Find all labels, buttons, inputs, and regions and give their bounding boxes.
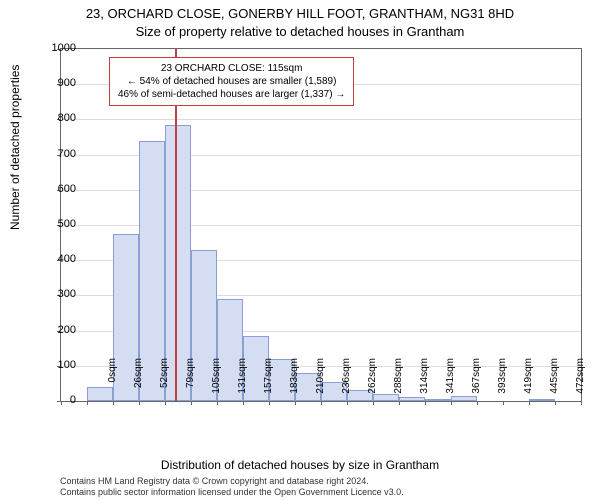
xtick-label: 236sqm — [341, 358, 352, 408]
ytick-label: 300 — [40, 288, 76, 300]
chart-title-sub: Size of property relative to detached ho… — [0, 24, 600, 39]
xtick-label: 183sqm — [289, 358, 300, 408]
annotation-line3: 46% of semi-detached houses are larger (… — [118, 88, 345, 101]
xtick-label: 26sqm — [133, 358, 144, 408]
xtick-label: 419sqm — [523, 358, 534, 408]
xtick-label: 105sqm — [211, 358, 222, 408]
ytick-label: 600 — [40, 183, 76, 195]
ytick-label: 100 — [40, 359, 76, 371]
xtick-label: 393sqm — [497, 358, 508, 408]
gridline-h — [61, 119, 581, 120]
chart-title-main: 23, ORCHARD CLOSE, GONERBY HILL FOOT, GR… — [0, 6, 600, 21]
xtick-label: 445sqm — [549, 358, 560, 408]
ytick-label: 900 — [40, 77, 76, 89]
xtick-label: 288sqm — [393, 358, 404, 408]
xtick-label: 79sqm — [185, 358, 196, 408]
ytick-label: 0 — [40, 394, 76, 406]
attribution-line2: Contains public sector information licen… — [60, 487, 404, 498]
annotation-line2: ← 54% of detached houses are smaller (1,… — [118, 75, 345, 88]
plot-area: 23 ORCHARD CLOSE: 115sqm← 54% of detache… — [60, 48, 582, 402]
ytick-label: 800 — [40, 112, 76, 124]
ytick-label: 200 — [40, 324, 76, 336]
xtick-label: 262sqm — [367, 358, 378, 408]
attribution-text: Contains HM Land Registry data © Crown c… — [60, 476, 404, 498]
xtick-mark — [87, 401, 88, 405]
ytick-label: 500 — [40, 218, 76, 230]
xtick-label: 367sqm — [471, 358, 482, 408]
xtick-label: 0sqm — [107, 358, 118, 408]
annotation-line1: 23 ORCHARD CLOSE: 115sqm — [118, 62, 345, 75]
xtick-label: 341sqm — [445, 358, 456, 408]
xtick-label: 52sqm — [159, 358, 170, 408]
y-axis-label: Number of detached properties — [8, 65, 22, 230]
xtick-label: 314sqm — [419, 358, 430, 408]
annotation-box: 23 ORCHARD CLOSE: 115sqm← 54% of detache… — [109, 57, 354, 106]
chart-container: 23, ORCHARD CLOSE, GONERBY HILL FOOT, GR… — [0, 0, 600, 500]
ytick-label: 400 — [40, 253, 76, 265]
x-axis-label: Distribution of detached houses by size … — [0, 458, 600, 472]
ytick-label: 700 — [40, 148, 76, 160]
attribution-line1: Contains HM Land Registry data © Crown c… — [60, 476, 404, 487]
ytick-label: 1000 — [40, 42, 76, 54]
xtick-label: 472sqm — [575, 358, 586, 408]
xtick-label: 210sqm — [315, 358, 326, 408]
xtick-label: 157sqm — [263, 358, 274, 408]
xtick-label: 131sqm — [237, 358, 248, 408]
